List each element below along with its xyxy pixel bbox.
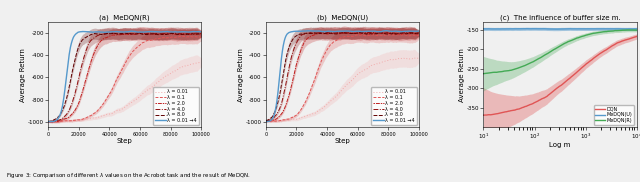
X-axis label: Step: Step [335,138,350,144]
Legend: λ = 0.01, λ = 0.1, λ = 2.0, λ = 4.0, λ = 8.0, λ = 0.01 →4: λ = 0.01, λ = 0.1, λ = 2.0, λ = 4.0, λ =… [371,87,417,125]
Text: Figure 3: Comparison of different $\lambda$ values on the Acrobot task and the r: Figure 3: Comparison of different $\lamb… [6,171,252,180]
Title: (a)  MeDQN(R): (a) MeDQN(R) [99,14,150,21]
Title: (c)  The influence of buffer size m.: (c) The influence of buffer size m. [500,14,621,21]
Legend: DQN, MeDQN(U), MeDQN(R): DQN, MeDQN(U), MeDQN(R) [593,105,634,125]
Legend: λ = 0.01, λ = 0.1, λ = 2.0, λ = 4.0, λ = 8.0, λ = 0.01 →4: λ = 0.01, λ = 0.1, λ = 2.0, λ = 4.0, λ =… [153,87,199,125]
X-axis label: Log m: Log m [550,142,571,148]
Y-axis label: Average Return: Average Return [460,48,465,102]
Y-axis label: Average Return: Average Return [238,48,244,102]
Title: (b)  MeDQN(U): (b) MeDQN(U) [317,14,368,21]
Y-axis label: Average Return: Average Return [20,48,26,102]
X-axis label: Step: Step [116,138,132,144]
